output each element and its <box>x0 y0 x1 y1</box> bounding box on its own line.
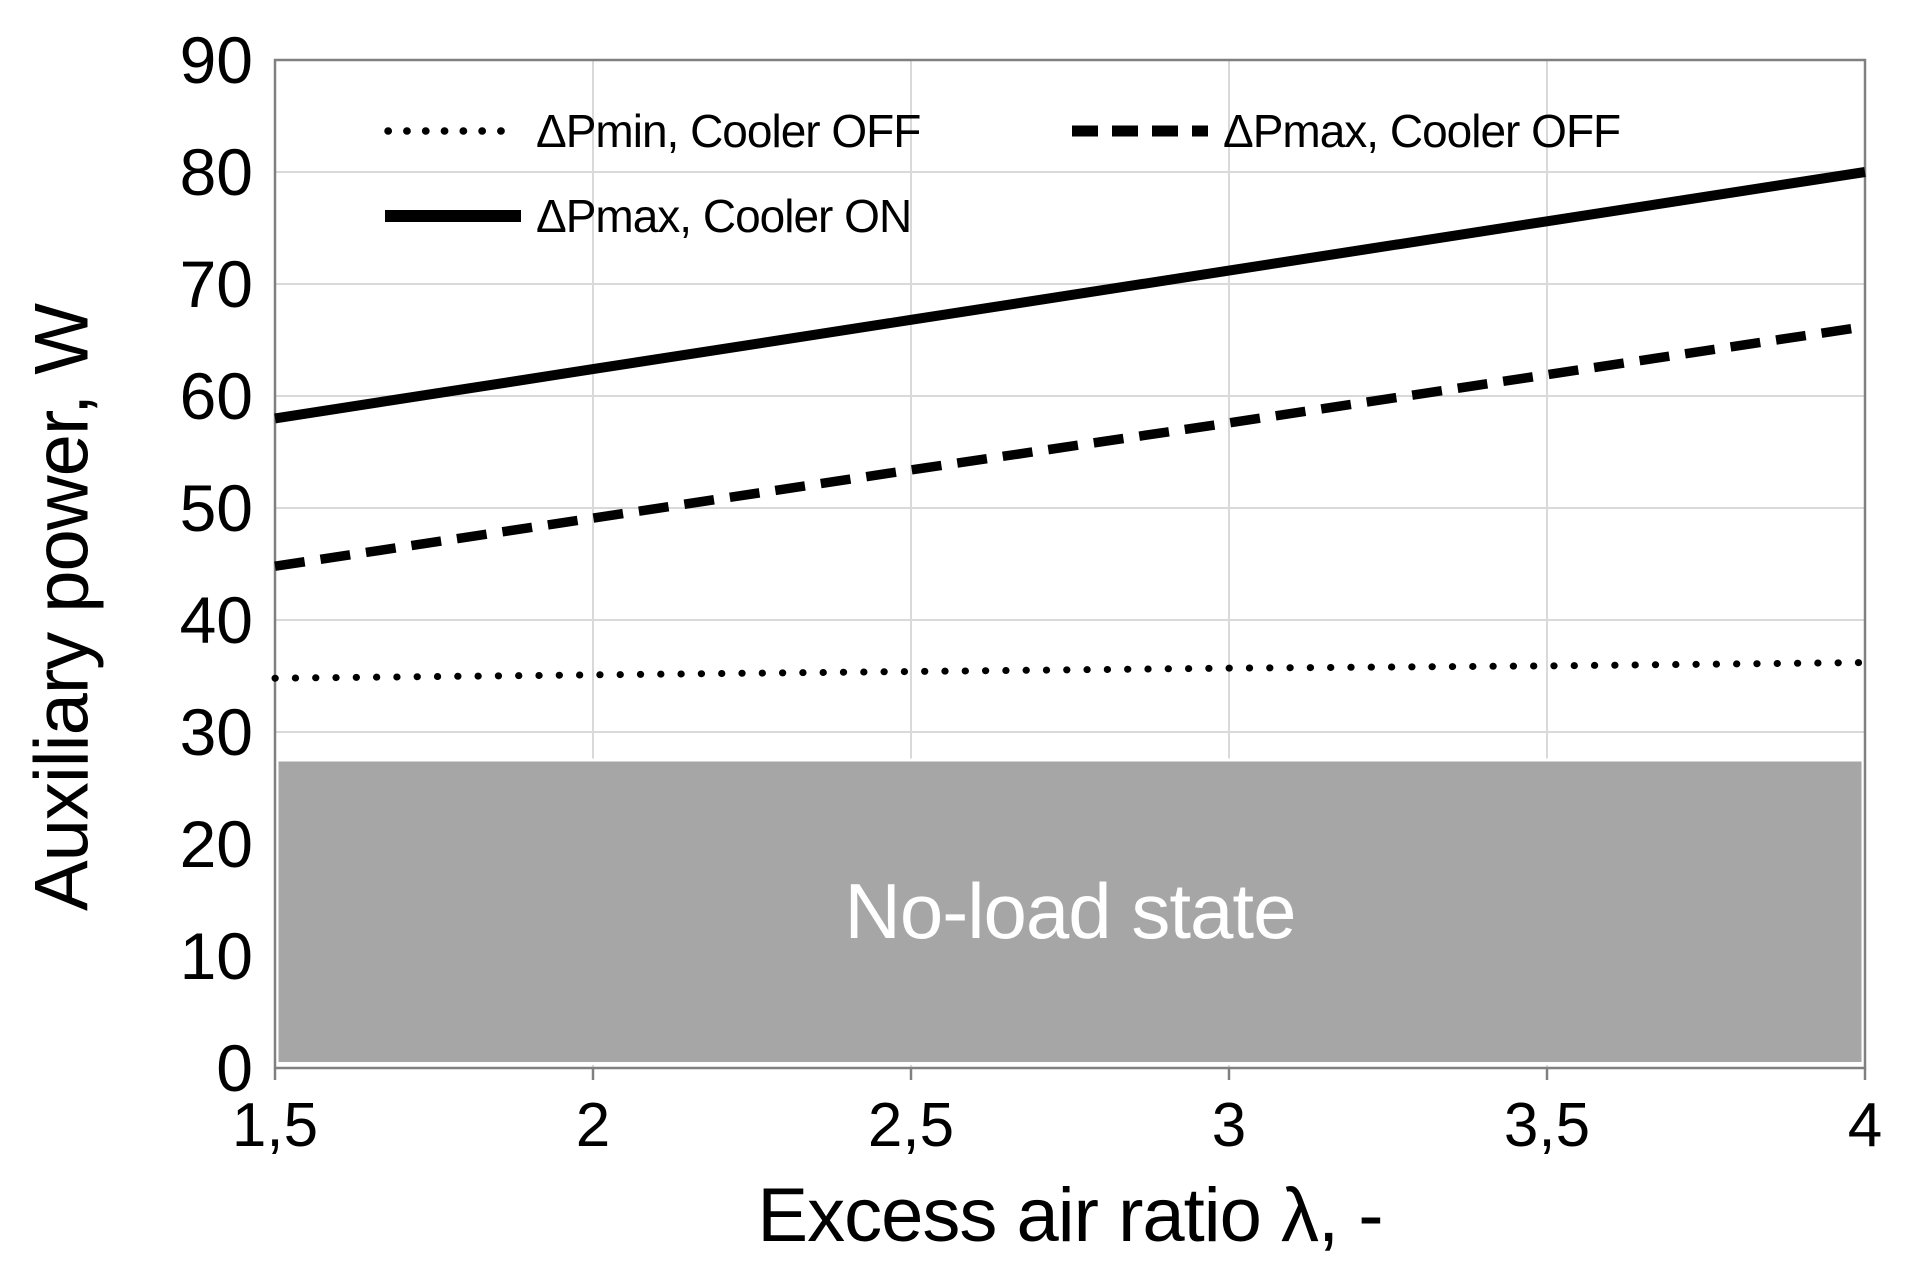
dashed-line-icon <box>1072 125 1208 137</box>
x-tick-label: 3 <box>1211 1091 1247 1160</box>
solid-line-icon <box>385 210 521 222</box>
y-tick-label: 0 <box>216 1031 253 1105</box>
x-tick-label: 1,5 <box>231 1091 319 1160</box>
y-tick-label: 30 <box>179 695 253 769</box>
legend-label-pmin-cooler-off: ΔPmin, Cooler OFF <box>536 105 921 157</box>
y-tick-label: 40 <box>179 583 253 657</box>
legend-item-pmin-cooler-off: ΔPmin, Cooler OFF <box>383 101 921 161</box>
dotted-line-icon <box>384 127 522 135</box>
y-tick-label: 90 <box>179 23 253 97</box>
x-tick-label: 3,5 <box>1503 1091 1591 1160</box>
legend-label-pmax-cooler-off: ΔPmax, Cooler OFF <box>1223 105 1621 157</box>
y-tick-label: 70 <box>179 247 253 321</box>
legend-label-pmax-cooler-on: ΔPmax, Cooler ON <box>536 190 912 242</box>
legend-item-pmax-cooler-on: ΔPmax, Cooler ON <box>383 186 912 246</box>
y-tick-label: 80 <box>179 135 253 209</box>
y-tick-label: 60 <box>179 359 253 433</box>
x-tick-label: 2,5 <box>867 1091 955 1160</box>
x-axis-title: Excess air ratio λ, - <box>757 1173 1383 1258</box>
x-tick-label: 2 <box>575 1091 611 1160</box>
y-tick-label: 50 <box>179 471 253 545</box>
x-tick-label: 4 <box>1847 1091 1883 1160</box>
legend-item-pmax-cooler-off: ΔPmax, Cooler OFF <box>1070 101 1621 161</box>
y-tick-label: 10 <box>179 919 253 993</box>
y-tick-label: 20 <box>179 807 253 881</box>
